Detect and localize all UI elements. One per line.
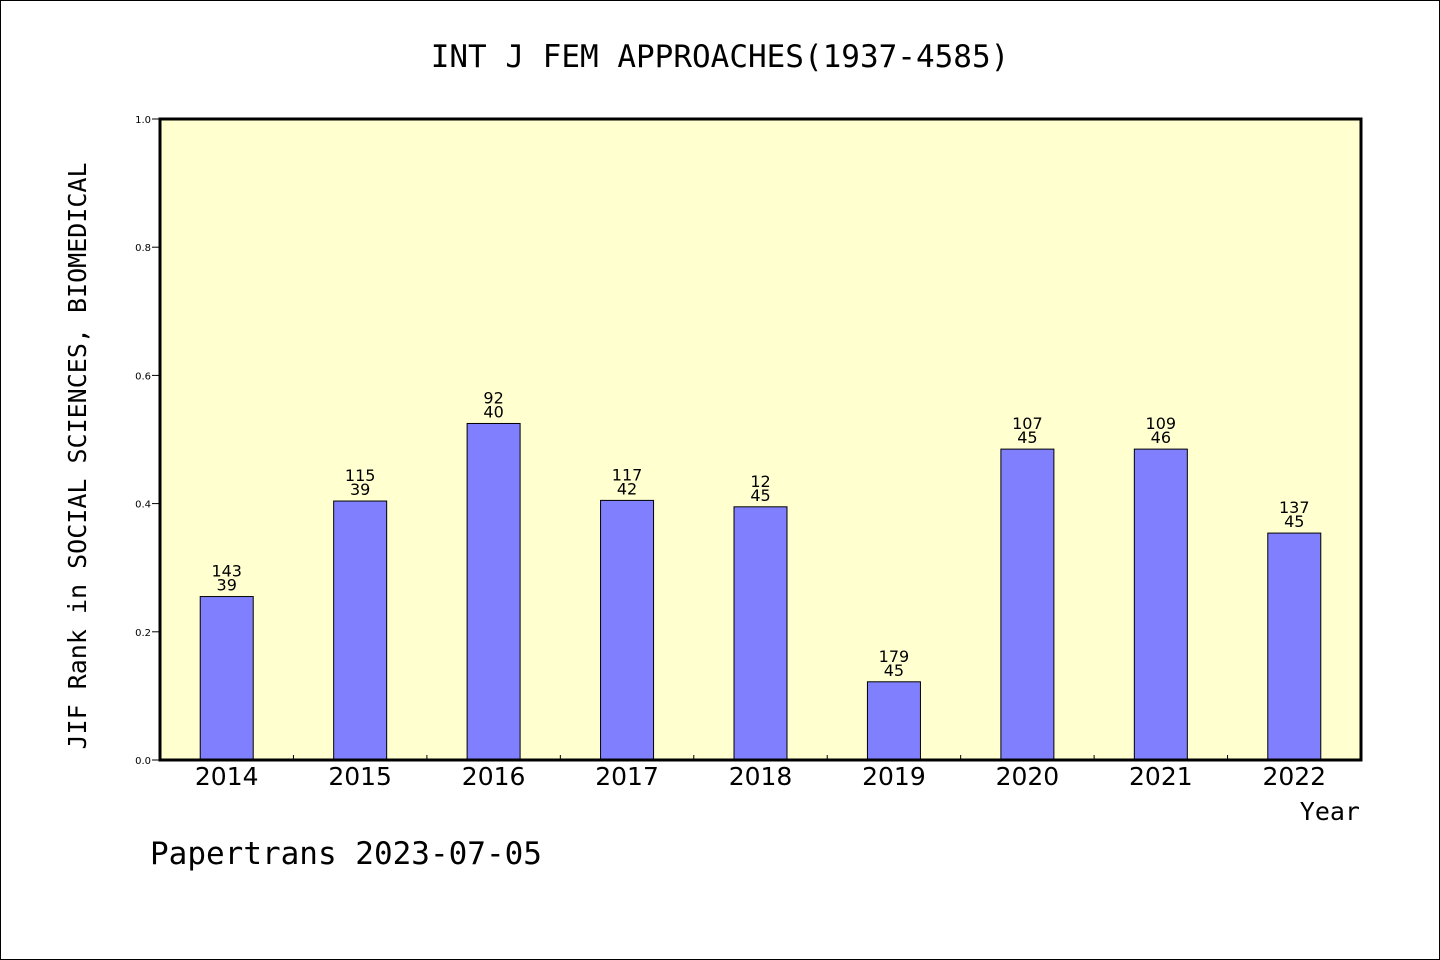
bar-label-top: 115 xyxy=(345,466,376,485)
y-tick-label: 0.6 xyxy=(135,371,151,382)
plot-border xyxy=(158,117,1363,762)
y-tick-label: 0.2 xyxy=(135,628,151,639)
x-tick-label: 2015 xyxy=(328,762,392,791)
y-axis: 0.0 0.2 0.4 0.6 0.8 1.0 xyxy=(135,115,160,767)
bar-label-top: 107 xyxy=(1012,414,1043,433)
x-tick-label: 2014 xyxy=(195,762,259,791)
y-tick-label: 0.4 xyxy=(135,500,151,511)
bar-label-bottom: 39 xyxy=(217,576,237,595)
bar-label-top: 12 xyxy=(750,472,770,491)
bar xyxy=(333,500,388,761)
bars-group xyxy=(199,422,1322,761)
bar-label-bottom: 45 xyxy=(1284,512,1304,531)
bar-label-top: 109 xyxy=(1146,414,1177,433)
chart-title: INT J FEM APPROACHES(1937-4585) xyxy=(431,39,1010,75)
x-tick-label: 2021 xyxy=(1129,762,1193,791)
bar-label-top: 143 xyxy=(211,562,242,581)
y-axis-label: JIF Rank in SOCIAL SCIENCES, BIOMEDICAL xyxy=(63,163,92,750)
x-tick-label: 2017 xyxy=(595,762,659,791)
bar-label-top: 92 xyxy=(483,388,503,407)
x-tick-label: 2018 xyxy=(729,762,793,791)
bar xyxy=(733,506,788,761)
bar-label-bottom: 40 xyxy=(483,402,503,421)
footer-date: Papertrans 2023-07-05 xyxy=(150,836,542,872)
bar-label-bottom: 42 xyxy=(617,479,637,498)
bar-label-bottom: 45 xyxy=(1017,428,1037,447)
bar xyxy=(1000,448,1055,761)
bar-label-bottom: 45 xyxy=(750,486,770,505)
bar xyxy=(600,499,655,761)
x-tick-label: 2022 xyxy=(1262,762,1326,791)
bar xyxy=(1267,532,1322,761)
bar xyxy=(466,422,521,761)
bar-label-top: 117 xyxy=(612,465,643,484)
x-tick-label: 2019 xyxy=(862,762,926,791)
x-tick-label: 2016 xyxy=(462,762,526,791)
bar xyxy=(1133,448,1188,761)
bar-label-top: 179 xyxy=(879,647,910,666)
x-axis: 2014 2015 2016 2017 2018 2019 2020 2021 2022 xyxy=(195,755,1326,791)
bar-label-bottom: 46 xyxy=(1151,428,1171,447)
bar xyxy=(866,681,921,761)
x-tick-label: 2020 xyxy=(996,762,1060,791)
x-axis-label: Year xyxy=(1300,797,1360,826)
y-tick-label: 0.0 xyxy=(135,756,151,767)
bar-label-bottom: 39 xyxy=(350,480,370,499)
y-tick-label: 1.0 xyxy=(135,115,151,126)
y-tick-label: 0.8 xyxy=(135,243,151,254)
bar xyxy=(199,596,254,761)
bar-label-bottom: 45 xyxy=(884,661,904,680)
bar-label-top: 137 xyxy=(1279,498,1310,517)
